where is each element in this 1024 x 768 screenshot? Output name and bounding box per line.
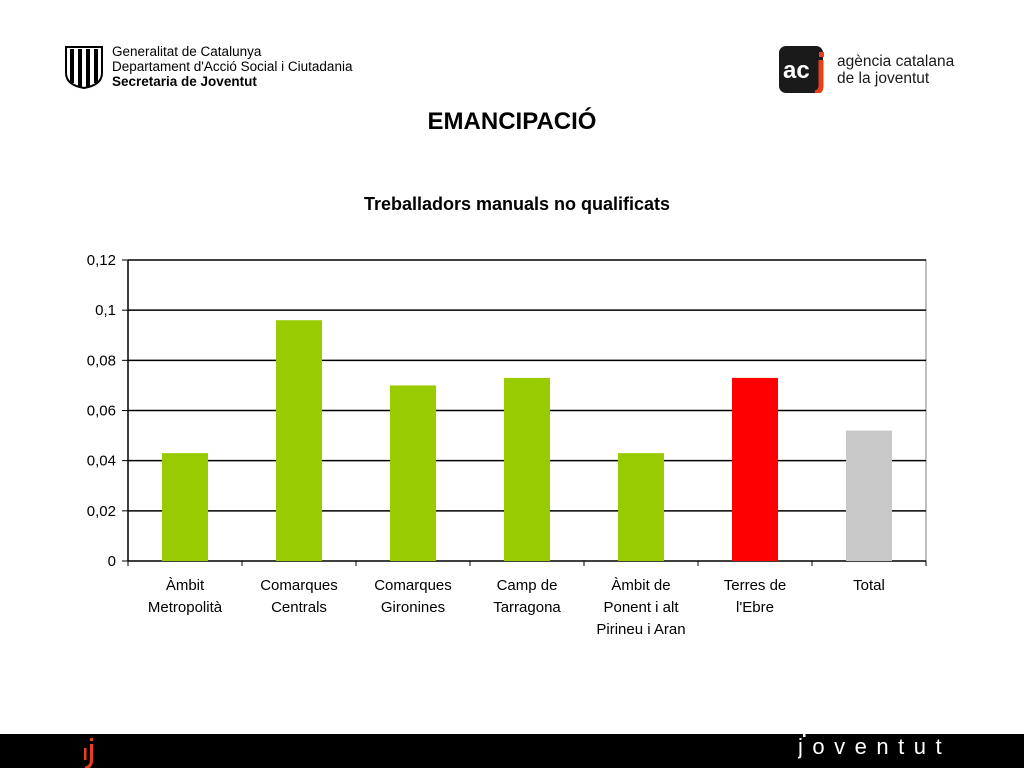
x-category-label: Gironines bbox=[381, 599, 445, 616]
bar bbox=[504, 377, 550, 561]
chart-title: Treballadors manuals no qualificats bbox=[364, 194, 670, 214]
y-tick-label: 0,04 bbox=[87, 453, 116, 470]
bar bbox=[276, 320, 322, 561]
generalitat-text: Generalitat de Catalunya Departament d'A… bbox=[112, 44, 352, 89]
slide-title: EMANCIPACIÓ bbox=[427, 108, 597, 135]
x-category-label: Àmbit bbox=[166, 577, 205, 594]
generalitat-line-2: Departament d'Acció Social i Ciutadania bbox=[112, 59, 353, 74]
generalitat-line-1: Generalitat de Catalunya bbox=[112, 44, 262, 59]
x-category-label: Tarragona bbox=[493, 599, 561, 616]
footer-brand-logo: joventut bbox=[798, 734, 951, 759]
x-category-label: l'Ebre bbox=[736, 599, 774, 616]
x-category-label: Terres de bbox=[724, 577, 787, 594]
y-tick-label: 0 bbox=[108, 553, 116, 570]
bar-chart: Treballadors manuals no qualificats 0 0,02… bbox=[87, 194, 927, 638]
footer-brand-text: joventut bbox=[798, 734, 951, 759]
bar bbox=[732, 377, 778, 561]
x-category-label: Metropolità bbox=[148, 599, 223, 616]
x-category-label: Camp de bbox=[497, 577, 558, 594]
x-category-label: Pirineu i Aran bbox=[596, 621, 685, 638]
y-tick-label: 0,02 bbox=[87, 503, 116, 520]
x-category-label: Centrals bbox=[271, 599, 327, 616]
acj-text: agència catalana de la joventut bbox=[837, 53, 954, 87]
y-tick-label: 0,1 bbox=[95, 302, 116, 319]
footer-bar: joventut bbox=[0, 734, 1024, 768]
bar bbox=[618, 453, 664, 561]
generalitat-header: Generalitat de Catalunya Departament d'A… bbox=[64, 44, 352, 89]
x-category-label: Àmbit de bbox=[611, 577, 670, 594]
acj-header: ac agència catalana de la joventut bbox=[779, 46, 954, 93]
bar bbox=[390, 385, 436, 561]
acj-line-2: de la joventut bbox=[837, 69, 930, 87]
bar bbox=[162, 453, 208, 561]
bar bbox=[846, 430, 892, 561]
x-category-label: Total bbox=[853, 577, 885, 594]
acj-logo-mark: ac bbox=[783, 57, 810, 84]
x-category-label: Comarques bbox=[374, 577, 452, 594]
acj-line-1: agència catalana bbox=[837, 52, 955, 70]
y-tick-label: 0,12 bbox=[87, 252, 116, 269]
y-tick-label: 0,06 bbox=[87, 403, 116, 420]
acj-logo-icon: ac bbox=[779, 46, 824, 93]
y-tick-label: 0,08 bbox=[87, 352, 116, 369]
x-category-label: Comarques bbox=[260, 577, 338, 594]
footer-j-logo-icon bbox=[84, 738, 93, 768]
x-category-label: Ponent i alt bbox=[603, 599, 679, 616]
generalitat-logo-icon bbox=[65, 45, 103, 89]
generalitat-line-3: Secretaria de Joventut bbox=[112, 74, 257, 89]
